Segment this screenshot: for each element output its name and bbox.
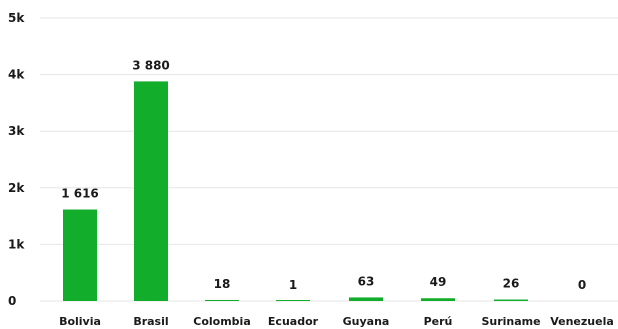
bar-bolivia: [63, 209, 97, 301]
data-labels: 1 616 3 880 18 1 63 49 26 0: [61, 58, 586, 292]
bar-brasil: [134, 81, 168, 301]
bar-guyana: [349, 297, 383, 301]
bar-suriname: [494, 299, 528, 301]
y-tick-label: 3k: [8, 124, 25, 138]
y-tick-label: 1k: [8, 237, 25, 251]
x-tick-label-suriname: Suriname: [481, 315, 540, 328]
x-tick-label-venezuela: Venezuela: [550, 315, 614, 328]
data-label-ecuador: 1: [289, 278, 297, 292]
x-tick-label-ecuador: Ecuador: [268, 315, 319, 328]
y-axis: 0 1k 2k 3k 4k 5k: [8, 11, 25, 308]
x-tick-label-perú: Perú: [424, 315, 453, 328]
data-label-colombia: 18: [214, 277, 231, 291]
x-tick-label-guyana: Guyana: [343, 315, 390, 328]
data-label-brasil: 3 880: [132, 58, 170, 72]
bar-ecuador: [276, 300, 310, 301]
bars: [63, 81, 528, 301]
y-tick-label: 5k: [8, 11, 25, 25]
y-tick-label: 2k: [8, 181, 25, 195]
data-label-venezuela: 0: [578, 278, 586, 292]
grid-lines: [40, 17, 618, 302]
data-label-bolivia: 1 616: [61, 187, 99, 201]
x-tick-label-bolivia: Bolivia: [59, 315, 101, 328]
data-label-suriname: 26: [503, 277, 520, 291]
data-label-perú: 49: [430, 275, 447, 289]
x-axis: Bolivia Brasil Colombia Ecuador Guyana Perú Su…: [59, 315, 614, 328]
y-tick-label: 4k: [8, 68, 25, 82]
data-label-guyana: 63: [358, 274, 375, 288]
y-tick-label: 0: [8, 294, 16, 308]
bar-colombia: [205, 299, 239, 301]
x-tick-label-colombia: Colombia: [193, 315, 251, 328]
bar-perú: [421, 298, 455, 301]
x-tick-label-brasil: Brasil: [133, 315, 168, 328]
